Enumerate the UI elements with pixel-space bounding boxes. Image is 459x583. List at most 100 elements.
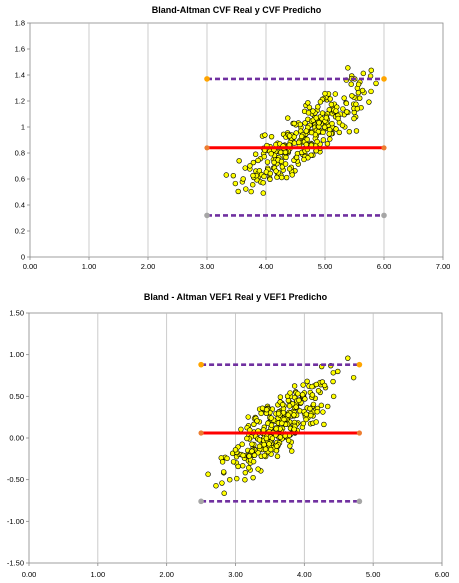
data-point — [268, 133, 275, 140]
data-point — [307, 405, 313, 412]
data-point — [293, 404, 299, 410]
data-point — [269, 435, 276, 441]
x-tick-label: 7.00 — [436, 262, 451, 271]
data-point — [283, 154, 289, 161]
data-point — [316, 120, 322, 126]
data-point — [255, 157, 261, 164]
data-point — [335, 115, 341, 122]
data-point — [279, 420, 285, 426]
data-point — [296, 397, 302, 404]
mean-line-endpoint — [381, 145, 387, 151]
data-point — [219, 459, 226, 465]
data-point — [321, 421, 327, 428]
data-point — [351, 115, 357, 122]
upper-limit-endpoint — [356, 361, 363, 368]
data-point — [230, 459, 237, 465]
data-point — [314, 409, 320, 415]
data-point — [318, 402, 325, 409]
data-point — [249, 441, 255, 447]
lower-limit-endpoint — [204, 212, 210, 219]
data-point — [368, 88, 374, 95]
data-point — [271, 159, 277, 166]
y-tick-label: 0.2 — [15, 227, 25, 236]
data-point — [299, 391, 306, 398]
data-point — [235, 463, 241, 470]
data-point — [339, 122, 346, 128]
data-point — [238, 426, 244, 433]
upper-limit-endpoint — [204, 76, 210, 82]
data-point — [325, 403, 331, 410]
data-point — [261, 441, 267, 448]
data-point — [303, 141, 309, 148]
data-point — [359, 87, 366, 94]
data-point — [278, 149, 284, 156]
data-point — [255, 466, 261, 472]
data-point — [336, 129, 343, 136]
data-point — [279, 174, 285, 181]
data-point — [239, 441, 245, 447]
y-tick-label: -1.50 — [7, 559, 24, 568]
data-point — [293, 154, 300, 161]
data-point — [301, 156, 307, 163]
data-point — [306, 104, 313, 111]
y-tick-label: 0 — [21, 253, 25, 262]
data-point — [303, 416, 309, 423]
data-point — [349, 93, 355, 99]
data-point — [287, 443, 293, 449]
data-point — [302, 396, 308, 402]
x-tick-label: 5.00 — [318, 262, 333, 271]
x-tick-label: 6.00 — [435, 570, 450, 579]
data-point — [357, 95, 363, 101]
data-point — [221, 490, 227, 496]
data-point — [250, 458, 257, 465]
data-point — [315, 104, 321, 110]
data-point — [285, 437, 292, 444]
data-point — [235, 188, 241, 195]
chart-cvf-bland-altman: Bland-Altman CVF Real y CVF Predicho 0.00… — [0, 0, 459, 283]
y-tick-label: 0.4 — [15, 201, 25, 210]
data-point — [323, 115, 329, 121]
data-point — [305, 100, 311, 106]
data-point — [250, 172, 256, 179]
data-point — [234, 475, 240, 482]
y-tick-label: -0.50 — [7, 475, 24, 484]
chart-cvf-svg: Bland-Altman CVF Real y CVF Predicho 0.00… — [15, 5, 451, 271]
y-tick-label: 1 — [21, 123, 25, 132]
data-point — [261, 153, 267, 160]
data-point — [344, 109, 350, 115]
chart-title: Bland - Altman VEF1 Real y VEF1 Predicho — [144, 292, 328, 302]
data-point — [262, 132, 268, 138]
data-point — [230, 172, 237, 179]
data-point — [304, 136, 310, 143]
data-point — [258, 410, 264, 417]
data-point — [353, 128, 360, 134]
data-point — [223, 172, 229, 178]
data-point — [320, 137, 327, 143]
data-points — [223, 65, 379, 196]
data-point — [251, 452, 258, 459]
upper-limit-endpoint — [381, 76, 387, 82]
data-point — [287, 390, 293, 396]
data-point — [295, 391, 301, 397]
data-point — [291, 140, 298, 146]
data-point — [252, 151, 259, 157]
data-point — [277, 434, 284, 440]
data-point — [268, 151, 274, 157]
plot-area — [29, 22, 444, 258]
data-point — [314, 138, 320, 145]
data-point — [324, 141, 331, 147]
data-point — [366, 99, 372, 105]
mean-line-endpoint — [198, 430, 204, 436]
data-point — [291, 412, 297, 418]
x-tick-label: 4.00 — [297, 570, 312, 579]
y-tick-label: 1.4 — [15, 71, 25, 80]
chart-vef1-svg: Bland - Altman VEF1 Real y VEF1 Predicho… — [7, 292, 450, 579]
data-point — [348, 81, 354, 87]
data-point — [219, 480, 225, 486]
data-point — [335, 368, 341, 375]
data-point — [321, 124, 328, 130]
data-point — [289, 448, 295, 454]
data-point — [261, 452, 268, 459]
data-point — [322, 90, 328, 97]
data-point — [303, 411, 309, 417]
